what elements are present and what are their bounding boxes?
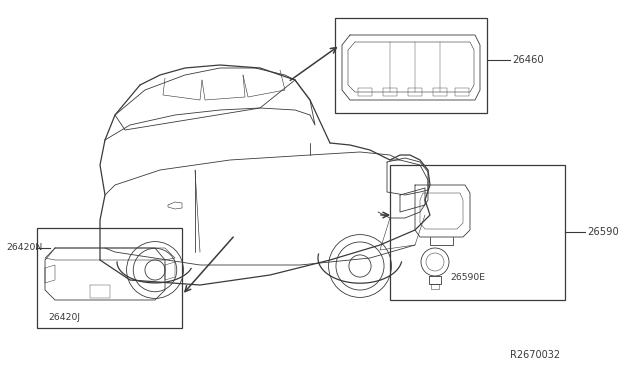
Text: 26460: 26460: [512, 55, 543, 65]
Text: 26590E: 26590E: [450, 273, 485, 282]
Text: 26590: 26590: [587, 227, 619, 237]
Bar: [390, 165, 565, 300]
Bar: [335, 18, 487, 113]
Text: R2670032: R2670032: [510, 350, 560, 360]
Text: 26420J: 26420J: [48, 314, 80, 323]
Text: 26420N: 26420N: [6, 244, 42, 253]
Bar: [37, 228, 182, 328]
